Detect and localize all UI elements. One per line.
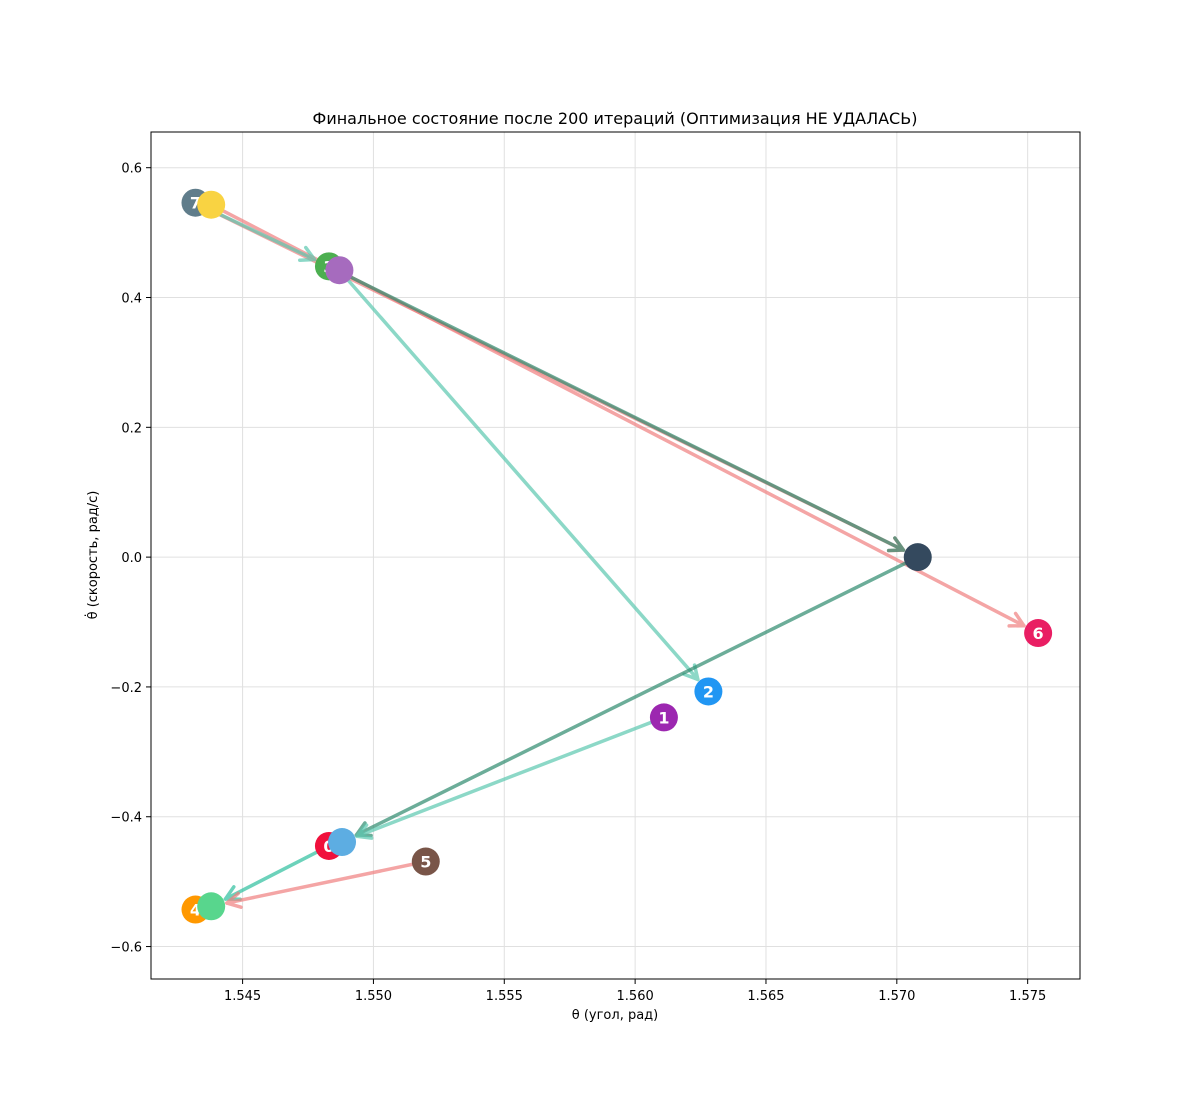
state-node: 2 [694, 677, 723, 706]
state-node-label: 6 [1033, 624, 1044, 643]
y-tick-label: −0.6 [110, 941, 142, 956]
grid [151, 132, 1080, 979]
state-node [325, 256, 354, 285]
y-tick-label: 0.2 [121, 421, 142, 436]
x-tick-label: 1.560 [617, 989, 654, 1004]
transition-arrow [225, 859, 428, 909]
state-node [197, 190, 226, 219]
transition-arrow [223, 844, 331, 902]
state-node [328, 828, 357, 857]
y-tick-label: 0.4 [121, 292, 142, 307]
x-tick-label: 1.565 [747, 989, 784, 1004]
ticks: 1.545 1.550 1.555 1.560 1.565 1.570 1.575 −0.6 −… [110, 162, 1046, 1004]
state-node-label: 1 [658, 708, 669, 727]
nodes: 73621054 [181, 188, 1053, 924]
x-tick-label: 1.545 [224, 989, 261, 1004]
y-tick-label: 0.0 [121, 551, 142, 566]
arrows [193, 200, 1026, 909]
state-node-label: 7 [190, 194, 201, 213]
state-node: 1 [649, 703, 678, 732]
transition-arrow [355, 715, 666, 840]
y-tick-label: 0.6 [121, 162, 142, 177]
state-node-label: 2 [703, 682, 714, 701]
plot-background [151, 132, 1080, 979]
x-tick-label: 1.570 [878, 989, 915, 1004]
state-node [197, 892, 226, 921]
plot-frame [150, 131, 1081, 980]
x-tick-label: 1.575 [1009, 989, 1046, 1004]
y-axis-label: θ̇ (скорость, рад/с) [85, 491, 101, 620]
state-node-label: 5 [420, 853, 431, 872]
state-node-label: 4 [190, 901, 201, 920]
transition-arrow [327, 264, 906, 553]
state-node [903, 543, 932, 572]
state-node: 6 [1024, 619, 1053, 648]
state-node: 5 [411, 847, 440, 876]
transition-arrow [337, 268, 700, 682]
x-tick-label: 1.555 [486, 989, 523, 1004]
x-tick-label: 1.550 [355, 989, 392, 1004]
y-tick-label: −0.4 [110, 811, 142, 826]
chart-title: Финальное состояние после 200 итераций (… [313, 109, 918, 128]
x-axis-label: θ (угол, рад) [572, 1008, 659, 1023]
y-tick-label: −0.2 [110, 681, 142, 696]
